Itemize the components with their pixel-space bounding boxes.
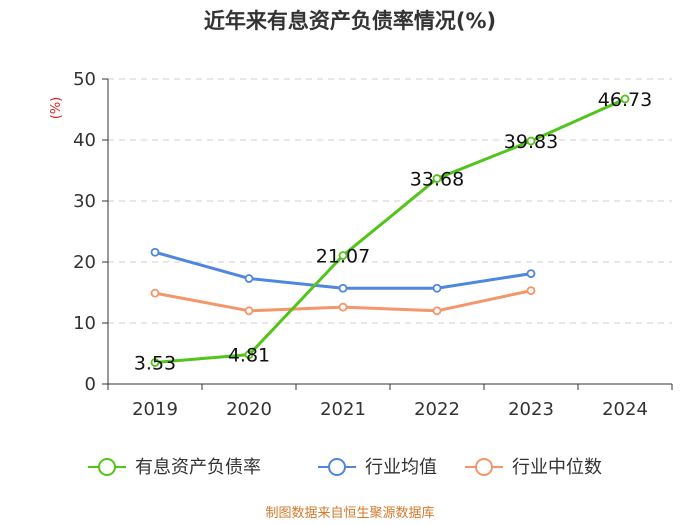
series-1 [150, 247, 536, 293]
series-point-1-2020 [244, 274, 254, 283]
series-point-2-2021 [338, 302, 348, 312]
legend-marker-0 [98, 458, 116, 476]
x-tick-label-2021: 2021 [320, 399, 366, 420]
series-point-1-2022 [432, 283, 442, 293]
series-point-1-2021 [338, 283, 348, 293]
data-label-2020: 4.81 [228, 345, 270, 367]
series-point-0-2024 [620, 94, 630, 104]
data-label-2022: 33.68 [410, 169, 464, 191]
legend-item-0[interactable]: 有息资产负债率 [88, 457, 261, 478]
series-layer [150, 94, 630, 367]
legend-item-2[interactable]: 行业中位数 [465, 457, 602, 478]
data-label-2023: 39.83 [504, 131, 558, 153]
series-point-2-2020 [244, 306, 254, 316]
data-label-2024: 46.73 [598, 89, 652, 111]
legend-item-1[interactable]: 行业均值 [318, 457, 437, 478]
series-point-0-2019 [150, 358, 160, 367]
legend-label-2: 行业中位数 [512, 457, 602, 478]
series-point-2-2023 [526, 286, 536, 296]
legend-marker-2 [475, 458, 493, 476]
grid-lines [108, 78, 672, 324]
series-point-0-2023 [526, 136, 536, 146]
legend-label-0: 有息资产负债率 [135, 457, 261, 478]
data-label-2021: 21.07 [316, 245, 370, 267]
x-tick-label-2022: 2022 [414, 399, 460, 420]
series-line-0 [154, 97, 626, 364]
y-tick-label-0: 0 [85, 374, 96, 395]
axes: 0 10 20 30 40 50 2019 2020 2021 2022 2023 2024 [73, 69, 673, 420]
y-tick-label-20: 20 [73, 252, 96, 273]
data-labels: 3.53 4.81 21.07 33.68 39.83 46.73 [134, 89, 652, 375]
y-tick-label-10: 10 [73, 313, 96, 334]
chart-title: 近年来有息资产负债率情况(%) [204, 9, 496, 33]
legend[interactable]: 有息资产负债率 行业均值 行业中位数 [88, 457, 602, 478]
series-point-0-2020 [244, 350, 254, 360]
y-tick-label-30: 30 [73, 191, 96, 212]
data-label-2019: 3.53 [134, 352, 176, 374]
x-tick-label-2023: 2023 [508, 399, 554, 420]
series-2 [150, 286, 536, 316]
y-tick-label-40: 40 [73, 130, 96, 151]
series-point-2-2019 [150, 288, 160, 298]
x-tick-label-2020: 2020 [226, 399, 272, 420]
legend-label-1: 行业均值 [365, 457, 437, 478]
series-point-0-2022 [432, 174, 442, 183]
data-source-footer: 制图数据来自恒生聚源数据库 [265, 505, 434, 521]
series-point-2-2022 [432, 306, 442, 316]
series-point-0-2021 [338, 251, 348, 260]
x-tick-label-2024: 2024 [602, 399, 648, 420]
legend-marker-1 [328, 458, 346, 476]
y-tick-label-50: 50 [73, 69, 96, 90]
y-axis-label: (%) [49, 97, 64, 120]
series-point-1-2019 [150, 247, 160, 257]
x-tick-label-2019: 2019 [132, 399, 178, 420]
series-point-1-2023 [526, 269, 536, 278]
series-0 [150, 94, 630, 367]
